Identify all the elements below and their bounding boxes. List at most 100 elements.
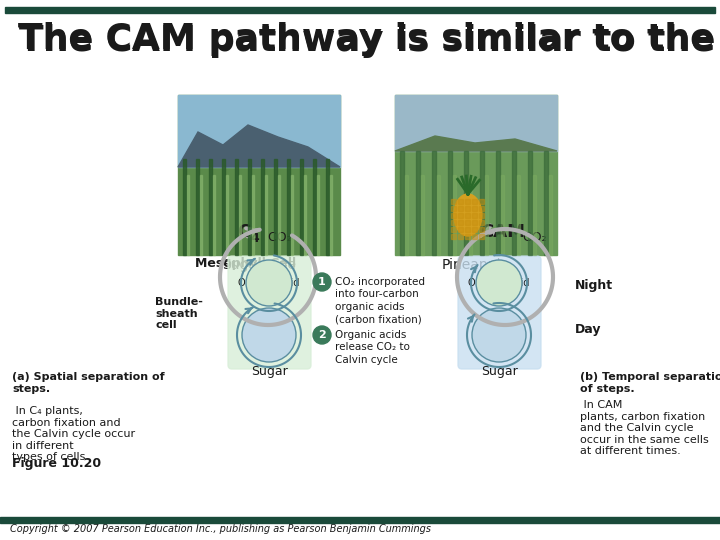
Circle shape bbox=[242, 308, 296, 362]
Bar bbox=[451, 227, 456, 232]
Bar bbox=[437, 175, 440, 255]
Bar bbox=[400, 151, 404, 255]
Bar bbox=[5, 7, 715, 13]
Text: Organic acid: Organic acid bbox=[468, 278, 530, 288]
Bar bbox=[496, 151, 500, 255]
Bar bbox=[458, 213, 463, 218]
Polygon shape bbox=[178, 125, 340, 167]
Bar bbox=[451, 206, 456, 211]
Bar bbox=[458, 199, 463, 204]
Bar bbox=[472, 227, 477, 232]
Bar bbox=[395, 95, 557, 151]
Bar bbox=[544, 151, 548, 255]
Bar bbox=[458, 227, 463, 232]
Bar bbox=[187, 175, 189, 255]
Text: Night: Night bbox=[575, 279, 613, 292]
Text: Sugar: Sugar bbox=[481, 365, 518, 378]
Bar bbox=[479, 220, 484, 225]
Bar bbox=[213, 175, 215, 255]
Bar bbox=[479, 227, 484, 232]
Bar bbox=[326, 159, 329, 255]
Polygon shape bbox=[395, 136, 557, 151]
Bar bbox=[549, 175, 552, 255]
Bar bbox=[261, 159, 264, 255]
Bar bbox=[479, 206, 484, 211]
Circle shape bbox=[246, 260, 292, 306]
Bar bbox=[501, 175, 504, 255]
Bar bbox=[465, 234, 470, 239]
Bar bbox=[448, 151, 452, 255]
Bar bbox=[451, 213, 456, 218]
Text: CALVIN
CYCLE: CALVIN CYCLE bbox=[480, 324, 518, 346]
Bar bbox=[178, 95, 340, 167]
Bar bbox=[196, 159, 199, 255]
Bar bbox=[528, 151, 532, 255]
Text: The CAM pathway is similar to the C: The CAM pathway is similar to the C bbox=[18, 22, 720, 56]
Text: In C₄ plants,
carbon fixation and
the Calvin cycle occur
in different
types of c: In C₄ plants, carbon fixation and the Ca… bbox=[12, 406, 135, 462]
Bar bbox=[313, 159, 316, 255]
Bar bbox=[472, 234, 477, 239]
Bar bbox=[235, 159, 238, 255]
Text: Sugarcane: Sugarcane bbox=[222, 258, 296, 272]
Bar bbox=[300, 159, 303, 255]
Bar bbox=[465, 206, 470, 211]
Bar bbox=[465, 213, 470, 218]
Bar bbox=[472, 206, 477, 211]
Bar bbox=[200, 175, 202, 255]
Bar bbox=[472, 213, 477, 218]
FancyBboxPatch shape bbox=[228, 256, 311, 369]
Text: CAM: CAM bbox=[480, 223, 525, 241]
Bar bbox=[465, 199, 470, 204]
Text: 1: 1 bbox=[318, 277, 326, 287]
Text: Figure 10.20: Figure 10.20 bbox=[12, 457, 101, 470]
Bar bbox=[416, 151, 420, 255]
Bar bbox=[453, 175, 456, 255]
Circle shape bbox=[472, 308, 526, 362]
Bar bbox=[451, 199, 456, 204]
Text: (b) Temporal separation
of steps.: (b) Temporal separation of steps. bbox=[580, 372, 720, 394]
Bar bbox=[480, 151, 484, 255]
Circle shape bbox=[313, 273, 331, 291]
Bar bbox=[458, 234, 463, 239]
Bar bbox=[287, 159, 290, 255]
Text: 2: 2 bbox=[318, 330, 326, 340]
Ellipse shape bbox=[454, 194, 482, 236]
Bar bbox=[479, 234, 484, 239]
Circle shape bbox=[476, 260, 522, 306]
Bar bbox=[472, 199, 477, 204]
Bar bbox=[472, 220, 477, 225]
Bar bbox=[479, 213, 484, 218]
Text: CO₂ incorporated
into four-carbon
organic acids
(carbon fixation): CO₂ incorporated into four-carbon organi… bbox=[335, 277, 425, 324]
Bar bbox=[252, 175, 254, 255]
Bar bbox=[451, 220, 456, 225]
Text: In CAM
plants, carbon fixation
and the Calvin cycle
occur in the same cells
at d: In CAM plants, carbon fixation and the C… bbox=[580, 400, 708, 456]
Bar bbox=[512, 151, 516, 255]
Text: 4: 4 bbox=[250, 232, 258, 245]
Bar bbox=[421, 175, 424, 255]
Bar bbox=[226, 175, 228, 255]
Bar bbox=[485, 175, 488, 255]
Bar bbox=[178, 95, 340, 255]
Text: (a) Spatial separation of
steps.: (a) Spatial separation of steps. bbox=[12, 372, 165, 394]
FancyBboxPatch shape bbox=[458, 256, 541, 369]
Bar bbox=[278, 175, 280, 255]
Bar bbox=[183, 159, 186, 255]
Text: Copyright © 2007 Pearson Education Inc., publishing as Pearson Benjamin Cummings: Copyright © 2007 Pearson Education Inc.,… bbox=[10, 524, 431, 534]
Bar bbox=[464, 151, 468, 255]
Bar bbox=[533, 175, 536, 255]
Text: Organic acid: Organic acid bbox=[238, 278, 300, 288]
Text: C: C bbox=[237, 223, 251, 241]
Text: Day: Day bbox=[575, 323, 601, 336]
Bar bbox=[395, 95, 557, 255]
Bar bbox=[317, 175, 319, 255]
Bar bbox=[458, 206, 463, 211]
Bar bbox=[291, 175, 293, 255]
Bar bbox=[222, 159, 225, 255]
Text: The CAM pathway is similar to the $\mathregular{C_4}$ pathway: The CAM pathway is similar to the $\math… bbox=[18, 22, 720, 60]
Bar bbox=[330, 175, 332, 255]
Text: Bundle-
sheath
cell: Bundle- sheath cell bbox=[155, 297, 203, 330]
Bar bbox=[405, 175, 408, 255]
Bar bbox=[239, 175, 241, 255]
Text: CO₂: CO₂ bbox=[260, 231, 292, 244]
Bar bbox=[469, 175, 472, 255]
